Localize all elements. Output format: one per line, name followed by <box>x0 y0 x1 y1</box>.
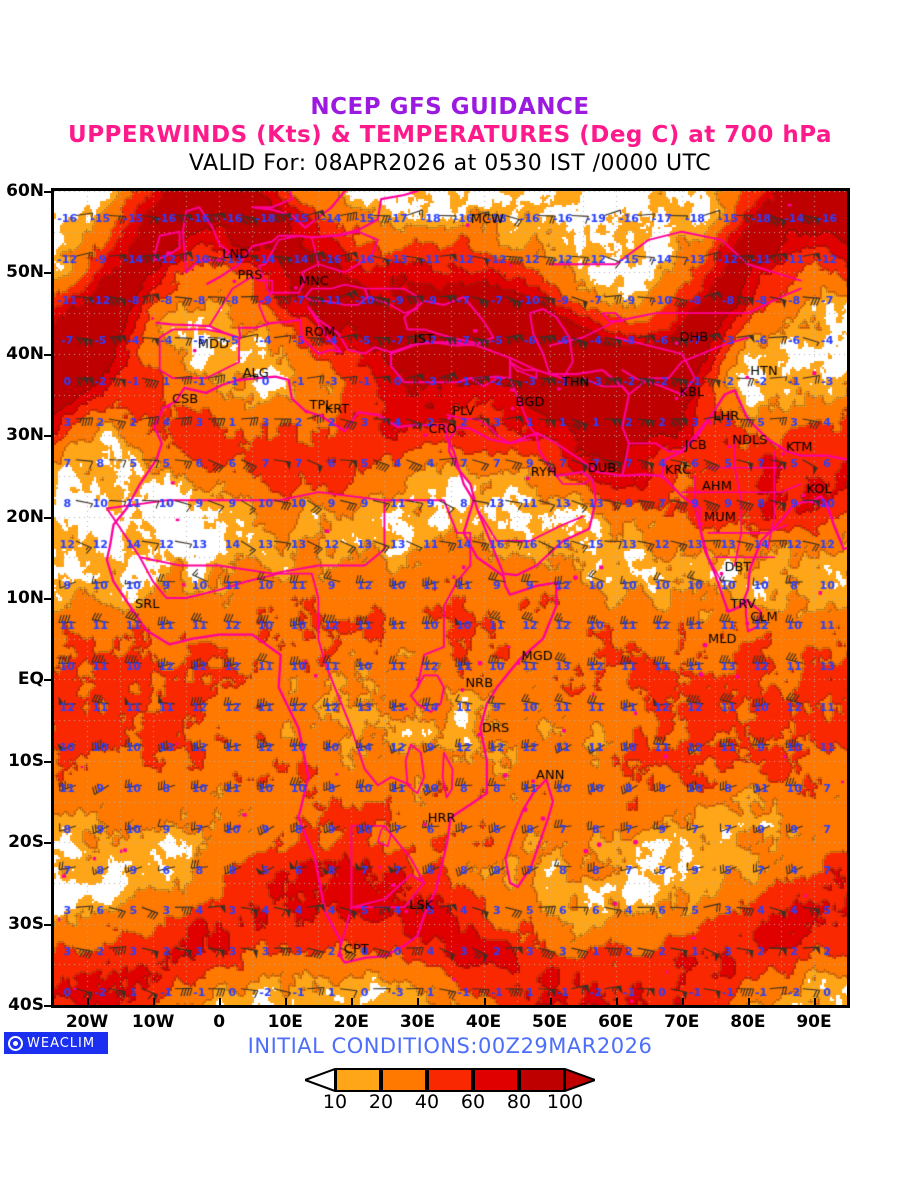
latitude-axis: 60N 50N 40N 30N 20N 10N EQ 10S 20S 30S 40S <box>0 183 900 1014</box>
colorbar-segment <box>473 1068 519 1092</box>
colorbar-segment <box>381 1068 427 1092</box>
latitude-tick-label: 40S <box>8 995 44 1015</box>
colorbar-label: 80 <box>506 1091 532 1113</box>
colorbar-label: 40 <box>414 1091 440 1113</box>
longitude-tick-mark <box>417 998 420 1008</box>
title-block: NCEP GFS GUIDANCE UPPERWINDS (Kts) & TEM… <box>0 94 900 178</box>
longitude-tick-mark <box>549 998 552 1008</box>
title-valid-time: VALID For: 08APR2026 at 0530 IST /0000 U… <box>188 151 712 176</box>
latitude-tick-mark <box>44 435 54 438</box>
longitude-tick-label: 30E <box>399 1012 436 1032</box>
longitude-tick-mark <box>285 998 288 1008</box>
latitude-tick-label: 20S <box>8 832 44 853</box>
colorbar-tick-labels: 10 20 40 60 80 100 <box>305 1092 595 1116</box>
latitude-tick-label: 30N <box>6 425 44 446</box>
longitude-tick-label: 20E <box>333 1012 370 1032</box>
longitude-tick-mark <box>483 998 486 1008</box>
longitude-tick-mark <box>351 998 354 1008</box>
longitude-tick-label: 60E <box>598 1012 634 1032</box>
latitude-tick-label: 20N <box>6 506 44 527</box>
longitude-tick-label: 20W <box>65 1012 109 1032</box>
latitude-tick-label: 10N <box>6 588 44 608</box>
latitude-tick-mark <box>44 842 54 845</box>
map-plot-area[interactable]: LNDPRSMNCMCWMDDROMISTALGCSBTPLKRTPLVCROT… <box>51 188 850 1008</box>
latitude-tick-label: 50N <box>6 262 44 283</box>
latitude-tick-mark <box>44 923 54 926</box>
longitude-tick-label: 0 <box>213 1012 226 1032</box>
longitude-tick-label: 90E <box>796 1012 832 1032</box>
wind-speed-colorbar <box>305 1068 595 1092</box>
longitude-tick-mark <box>219 998 222 1008</box>
latitude-tick-label: EQ <box>17 669 44 690</box>
latitude-tick-mark <box>44 679 54 682</box>
latitude-tick-label: 40N <box>6 343 44 364</box>
initial-conditions-text: INITIAL CONDITIONS:00Z29MAR2026 <box>247 1034 653 1058</box>
weather-map-canvas <box>54 191 847 1005</box>
title-model: NCEP GFS GUIDANCE <box>310 94 590 120</box>
logo-text: WEACLIM <box>27 1035 96 1051</box>
colorbar-arrows <box>305 1068 595 1092</box>
longitude-tick-label: 70E <box>664 1012 700 1032</box>
latitude-tick-mark <box>44 191 54 193</box>
longitude-tick-mark <box>813 998 816 1008</box>
circle-logo-icon <box>8 1035 23 1051</box>
title-parameter: UPPERWINDS (Kts) & TEMPERATURES (Deg C) … <box>68 122 832 148</box>
colorbar-label: 60 <box>460 1091 486 1113</box>
latitude-tick-label: 10S <box>8 750 44 771</box>
colorbar-label: 100 <box>546 1091 584 1113</box>
longitude-tick-mark <box>153 998 156 1008</box>
colorbar-label: 20 <box>368 1091 394 1113</box>
longitude-tick-mark <box>615 998 618 1008</box>
longitude-tick-label: 50E <box>531 1012 568 1032</box>
latitude-tick-mark <box>44 353 54 356</box>
longitude-tick-mark <box>747 998 750 1008</box>
longitude-tick-label: 10E <box>267 1012 303 1032</box>
latitude-tick-mark <box>44 760 54 763</box>
longitude-tick-mark <box>87 998 90 1008</box>
longitude-tick-label: 40E <box>465 1012 502 1032</box>
latitude-tick-label: 60N <box>6 181 44 201</box>
latitude-tick-mark <box>44 272 54 275</box>
colorbar-label: 10 <box>322 1091 348 1113</box>
longitude-axis: 20W 10W 0 10E 20E 30E 40E 50E 60E 70E 80E 90E <box>0 998 900 1038</box>
colorbar-segment <box>427 1068 473 1092</box>
latitude-tick-label: 30S <box>8 913 44 934</box>
longitude-tick-label: 10W <box>131 1012 175 1032</box>
latitude-tick-mark <box>44 598 54 600</box>
latitude-tick-mark <box>44 1005 54 1007</box>
weaclim-logo[interactable]: WEACLIM <box>4 1032 108 1054</box>
longitude-tick-mark <box>681 998 684 1008</box>
longitude-tick-label: 80E <box>730 1012 766 1032</box>
latitude-tick-mark <box>44 516 54 519</box>
